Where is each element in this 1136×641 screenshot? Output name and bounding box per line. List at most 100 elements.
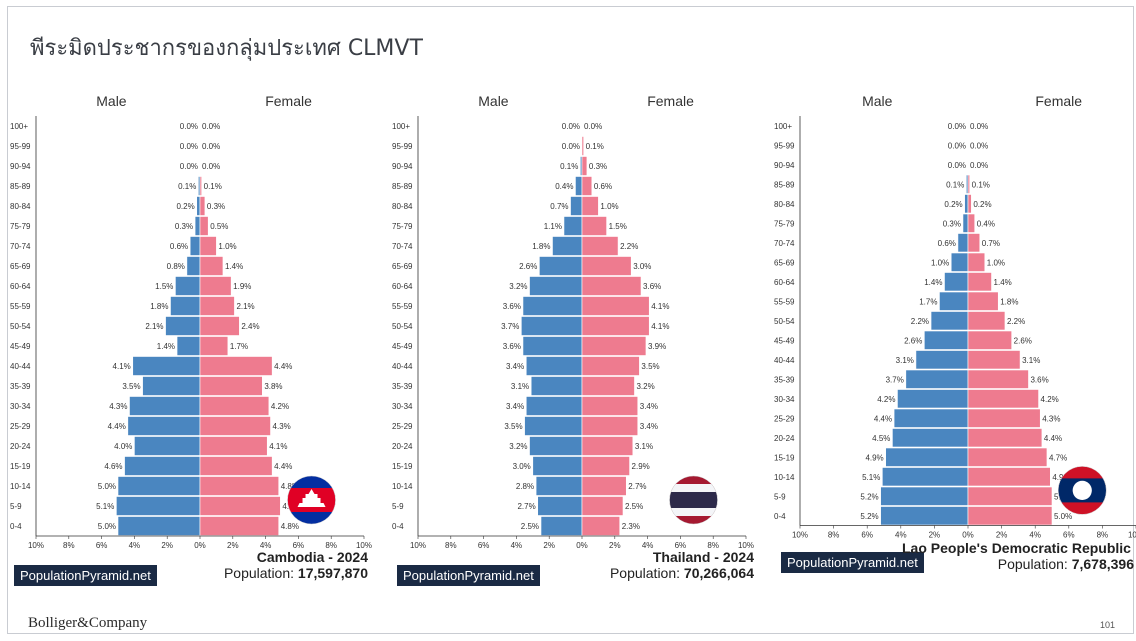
- male-value-label: 0.4%: [555, 182, 573, 191]
- female-bar: [967, 174, 970, 194]
- population-value: 70,266,064: [683, 565, 754, 581]
- male-value-label: 0.3%: [175, 222, 193, 231]
- female-value-label: 3.2%: [636, 382, 654, 391]
- age-group-label: 60-64: [392, 282, 413, 291]
- female-value-label: 2.9%: [632, 462, 650, 471]
- age-group-label: 25-29: [392, 422, 413, 431]
- female-bar: [581, 376, 635, 396]
- male-value-label: 1.1%: [544, 222, 562, 231]
- age-group-label: 25-29: [774, 414, 795, 423]
- brand-badge-thailand[interactable]: PopulationPyramid.net: [397, 565, 540, 586]
- age-group-label: 35-39: [10, 382, 31, 391]
- age-group-label: 75-79: [774, 219, 795, 228]
- female-bar: [967, 233, 981, 253]
- age-group-label: 30-34: [10, 402, 31, 411]
- male-bar: [930, 311, 969, 331]
- x-tick-label: 4%: [1029, 531, 1041, 540]
- age-group-label: 15-19: [392, 462, 413, 471]
- male-bar: [962, 213, 969, 233]
- female-bar: [199, 116, 201, 136]
- female-bar: [581, 416, 639, 436]
- age-group-label: 50-54: [392, 322, 413, 331]
- slide-title: พีระมิดประชากรของกลุ่มประเทศ CLMVT: [30, 36, 423, 61]
- brand-badge-laos[interactable]: PopulationPyramid.net: [781, 552, 924, 573]
- female-bar: [581, 116, 583, 136]
- female-header: Female: [647, 93, 694, 109]
- female-header: Female: [265, 93, 312, 109]
- age-group-label: 90-94: [774, 161, 795, 170]
- female-value-label: 1.0%: [600, 202, 618, 211]
- female-bar: [581, 236, 619, 256]
- female-value-label: 0.1%: [972, 180, 990, 189]
- female-bar: [581, 196, 599, 216]
- x-tick-label: 4%: [260, 541, 272, 550]
- male-header: Male: [96, 93, 127, 109]
- female-value-label: 2.4%: [241, 322, 259, 331]
- male-bar: [535, 476, 583, 496]
- x-tick-label: 6%: [861, 531, 873, 540]
- age-group-label: 0-4: [392, 522, 404, 531]
- age-group-label: 65-69: [392, 262, 413, 271]
- pyramid-thailand: Male Female 0.0% 0.0% 100+ 0.0% 0.1% 95-99 0.1% 0…: [390, 88, 760, 550]
- female-value-label: 4.2%: [271, 402, 289, 411]
- female-value-label: 3.6%: [643, 282, 661, 291]
- male-bar: [129, 396, 201, 416]
- x-tick-label: 10%: [738, 541, 754, 550]
- female-value-label: 1.8%: [1000, 297, 1018, 306]
- female-bar: [967, 135, 969, 155]
- female-bar: [199, 316, 240, 336]
- age-group-label: 20-24: [10, 442, 31, 451]
- x-tick-label: 10%: [356, 541, 372, 550]
- x-tick-label: 4%: [511, 541, 523, 550]
- age-group-label: 30-34: [774, 395, 795, 404]
- male-value-label: 3.0%: [513, 462, 531, 471]
- male-value-label: 3.7%: [501, 322, 519, 331]
- male-value-label: 0.0%: [948, 141, 966, 150]
- age-group-label: 0-4: [10, 522, 22, 531]
- x-tick-label: 4%: [129, 541, 141, 550]
- male-bar: [880, 506, 969, 526]
- female-bar: [581, 336, 647, 356]
- male-value-label: 1.7%: [919, 297, 937, 306]
- x-tick-label: 2%: [161, 541, 173, 550]
- x-tick-label: 0%: [962, 531, 974, 540]
- female-value-label: 0.3%: [207, 202, 225, 211]
- female-bar: [581, 396, 639, 416]
- brand-badge-cambodia[interactable]: PopulationPyramid.net: [14, 565, 157, 586]
- female-value-label: 4.1%: [269, 442, 287, 451]
- male-bar: [194, 216, 201, 236]
- x-tick-label: 0%: [194, 541, 206, 550]
- male-value-label: 3.1%: [896, 356, 914, 365]
- female-value-label: 0.0%: [584, 122, 602, 131]
- male-value-label: 5.1%: [96, 502, 114, 511]
- male-value-label: 5.2%: [860, 512, 878, 521]
- male-bar: [124, 456, 201, 476]
- population-label: Population:: [609, 565, 684, 581]
- age-group-label: 10-14: [774, 473, 795, 482]
- population-line: Population: 70,266,064: [610, 565, 754, 581]
- age-group-label: 100+: [10, 122, 28, 131]
- female-bar: [967, 486, 1053, 506]
- age-group-label: 20-24: [774, 434, 795, 443]
- age-group-label: 65-69: [774, 258, 795, 267]
- female-bar: [581, 216, 607, 236]
- male-value-label: 4.9%: [865, 453, 883, 462]
- cambodia-flag-icon: [287, 475, 336, 525]
- male-value-label: 3.7%: [886, 375, 904, 384]
- female-value-label: 3.4%: [640, 422, 658, 431]
- male-bar: [189, 236, 201, 256]
- male-bar: [117, 476, 201, 496]
- male-bar: [575, 176, 583, 196]
- male-value-label: 0.0%: [562, 122, 580, 131]
- male-header: Male: [478, 93, 509, 109]
- age-group-label: 90-94: [392, 162, 413, 171]
- female-bar: [199, 176, 202, 196]
- male-value-label: 1.4%: [924, 278, 942, 287]
- male-bar: [521, 316, 583, 336]
- population-line: Population: 7,678,396: [902, 556, 1134, 572]
- female-bar: [581, 496, 624, 516]
- age-group-label: 45-49: [392, 342, 413, 351]
- age-group-label: 90-94: [10, 162, 31, 171]
- pyramid-svg: Male Female 0.0% 0.0% 100+ 0.0% 0.0% 95-99 0.0% 0…: [10, 93, 372, 550]
- female-bar: [967, 252, 986, 272]
